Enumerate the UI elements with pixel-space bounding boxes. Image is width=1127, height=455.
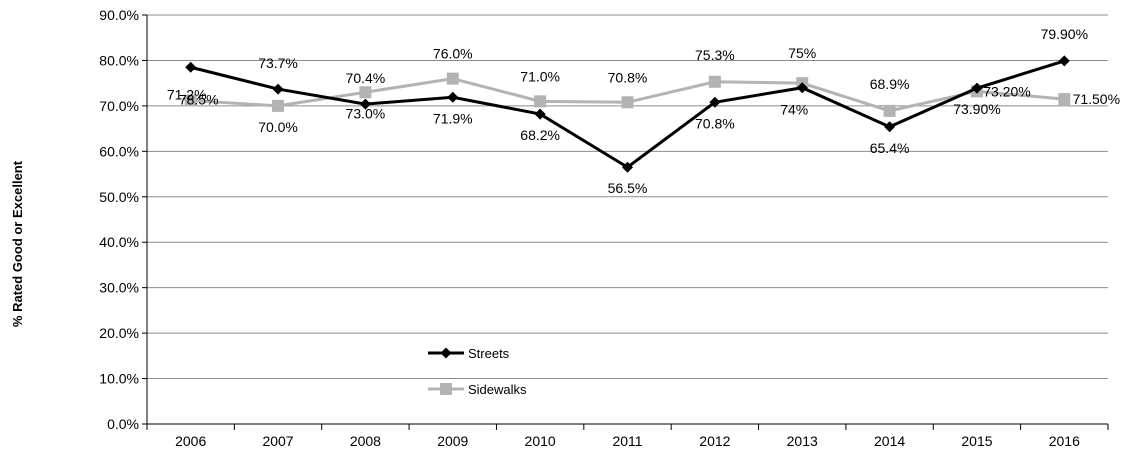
sidewalks-data-label: 71.0%: [520, 68, 560, 84]
axes: 0.0% 10.0% 20.0% 30.0% 40.0% 50.0% 60.0% 70.0% 8…: [99, 7, 1109, 449]
streets-point: [971, 82, 983, 94]
streets-data-label: 71.9%: [433, 110, 473, 126]
streets-data-label: 78.5%: [179, 91, 219, 107]
sidewalks-data-label: 73.20%: [983, 83, 1030, 99]
streets-data-label: 56.5%: [608, 180, 648, 196]
x-tick-label: 2006: [175, 433, 206, 449]
streets-point: [884, 121, 896, 133]
sidewalks-point: [534, 95, 547, 108]
streets-point: [185, 61, 197, 73]
x-tick-label: 2011: [612, 433, 642, 449]
series: [184, 55, 1071, 173]
streets-point: [447, 91, 459, 103]
y-tick-label: 40.0%: [99, 234, 139, 250]
y-tick-label: 20.0%: [99, 325, 139, 341]
y-tick-label: 60.0%: [99, 143, 139, 159]
streets-data-label: 73.90%: [953, 101, 1000, 117]
streets-data-label: 70.4%: [346, 70, 386, 86]
streets-point: [709, 96, 721, 108]
streets-point: [359, 98, 371, 110]
y-tick-label: 90.0%: [99, 7, 139, 23]
sidewalks-data-label: 75%: [788, 45, 816, 61]
y-tick-label: 10.0%: [99, 371, 139, 387]
sidewalks-data-label: 68.9%: [870, 76, 910, 92]
sidewalks-data-label: 71.2%: [167, 86, 207, 102]
x-tick-label: 2012: [699, 433, 730, 449]
y-axis-title: % Rated Good or Excellent: [10, 160, 25, 327]
sidewalks-data-label: 70.8%: [608, 69, 648, 85]
y-tick-label: 30.0%: [99, 280, 139, 296]
x-tick-label: 2009: [437, 433, 468, 449]
sidewalks-data-label: 73.0%: [346, 105, 386, 121]
x-tick-label: 2008: [350, 433, 381, 449]
streets-point: [534, 108, 546, 120]
data-labels: 78.5% 73.7% 70.4% 71.9% 68.2% 56.5% 70.8% 74% 65…: [167, 26, 1120, 196]
y-tick-label: 70.0%: [99, 98, 139, 114]
streets-data-label: 79.90%: [1041, 26, 1088, 42]
streets-data-label: 73.7%: [258, 55, 298, 71]
streets-data-label: 74%: [780, 102, 808, 118]
sidewalks-data-label: 76.0%: [433, 46, 473, 62]
streets-point: [796, 82, 808, 94]
x-tick-label: 2014: [874, 433, 905, 449]
y-tick-label: 0.0%: [107, 416, 139, 432]
x-tick-label: 2013: [787, 433, 818, 449]
x-tick-label: 2007: [262, 433, 293, 449]
legend-sidewalks-label: Sidewalks: [468, 382, 527, 397]
streets-point: [622, 161, 633, 173]
sidewalks-data-label: 75.3%: [695, 47, 735, 63]
x-tick-label: 2010: [525, 433, 556, 449]
x-tick-label: 2016: [1049, 433, 1080, 449]
streets-data-label: 68.2%: [520, 127, 560, 143]
y-tick-label: 80.0%: [99, 52, 139, 68]
gridlines: [147, 14, 1108, 380]
legend: Streets Sidewalks: [428, 346, 527, 397]
sidewalks-data-label: 70.0%: [258, 119, 298, 135]
sidewalks-point: [446, 72, 459, 85]
x-tick-label: 2015: [961, 433, 992, 449]
sidewalks-point: [184, 94, 197, 107]
streets-data-label: 65.4%: [870, 140, 910, 156]
streets-point: [272, 83, 284, 95]
y-tick-label: 50.0%: [99, 189, 139, 205]
streets-point: [1058, 55, 1070, 67]
sidewalks-point: [1058, 93, 1071, 106]
sidewalks-point: [621, 96, 634, 109]
legend-streets-marker: [440, 347, 452, 359]
sidewalks-data-label: 71.50%: [1073, 91, 1120, 107]
sidewalks-point: [708, 75, 721, 88]
legend-sidewalks-marker: [440, 383, 452, 395]
legend-streets-label: Streets: [468, 346, 510, 361]
streets-data-label: 70.8%: [695, 115, 735, 131]
sidewalks-point: [359, 86, 372, 99]
sidewalks-point: [883, 104, 896, 117]
sidewalks-point: [272, 99, 285, 112]
